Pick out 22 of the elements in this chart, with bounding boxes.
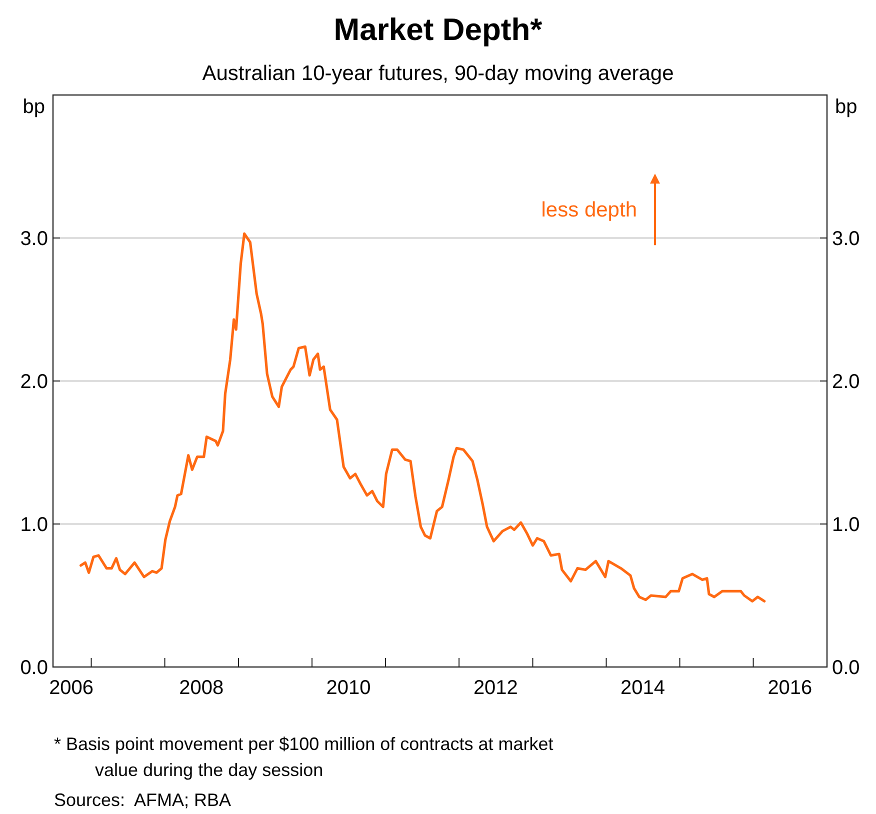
chart-title: Market Depth*: [334, 12, 544, 47]
x-tick-label: 2012: [473, 677, 518, 699]
x-tick-label: 2006: [49, 677, 94, 699]
x-tick-label: 2014: [620, 677, 665, 699]
text: * Basis point movement per $100 million of contracts at market value during the day session: [54, 734, 554, 780]
line-series: [79, 232, 766, 603]
x-tick-label: 2016: [768, 677, 812, 699]
y2-tick-label: 3.0: [832, 228, 860, 250]
y-tick-label: 2.0: [20, 371, 48, 393]
source-note: Sources: AFMA; RBA: [54, 790, 232, 810]
y2-axis-title: bp: [835, 96, 858, 118]
chart-subtitle: Australian 10-year futures, 90-day moving average: [202, 62, 674, 85]
y-axis-title: bp: [22, 96, 45, 118]
y-tick-label: 0.0: [20, 657, 48, 679]
y-tick-label: 3.0: [20, 228, 48, 250]
y-tick-label: 1.0: [20, 514, 48, 536]
x-tick-label: 2008: [179, 677, 224, 699]
y2-tick-label: 2.0: [832, 371, 860, 393]
x-tick-label: 2010: [326, 677, 371, 699]
y2-tick-label: 0.0: [832, 657, 860, 679]
y2-tick-label: 1.0: [832, 514, 860, 536]
annotation: less depth: [541, 198, 637, 222]
